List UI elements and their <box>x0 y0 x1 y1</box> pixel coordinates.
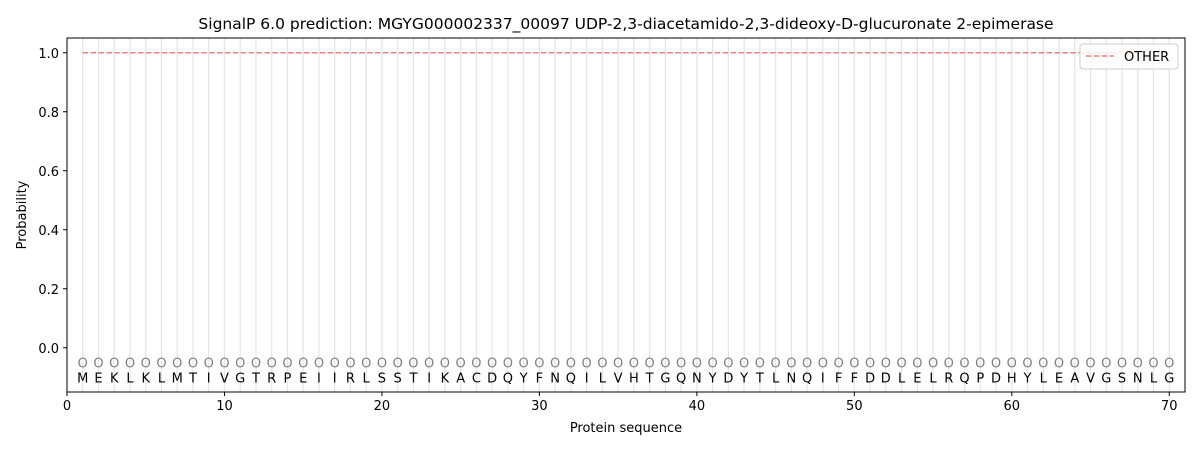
residue-27: D <box>487 371 497 386</box>
residue-55: L <box>929 371 937 386</box>
residue-58: P <box>976 371 984 386</box>
residue-62: L <box>1040 371 1048 386</box>
residue-47: Q <box>802 371 812 386</box>
chart-title: SignalP 6.0 prediction: MGYG000002337_00… <box>198 15 1053 34</box>
residue-25: A <box>456 371 465 386</box>
y-tick-label-3: 0.6 <box>38 165 59 180</box>
residue-41: Y <box>708 371 717 386</box>
x-tick-label-50: 50 <box>846 399 863 414</box>
residue-42: D <box>723 371 733 386</box>
residue-6: L <box>158 371 166 386</box>
residue-26: C <box>472 371 481 386</box>
residue-13: R <box>267 371 276 386</box>
y-tick-label-0: 0.0 <box>38 342 59 357</box>
residue-37: T <box>645 371 654 386</box>
x-tick-label-40: 40 <box>689 399 706 414</box>
legend-box <box>1079 43 1179 70</box>
x-tick-label-60: 60 <box>1004 399 1021 414</box>
residue-39: Q <box>676 371 686 386</box>
residue-33: I <box>585 371 589 386</box>
residue-48: I <box>821 371 825 386</box>
residue-59: D <box>991 371 1001 386</box>
residue-9: I <box>207 371 211 386</box>
residue-14: P <box>284 371 292 386</box>
x-axis-label: Protein sequence <box>570 421 682 436</box>
residue-40: N <box>692 371 702 386</box>
residue-35: V <box>614 371 623 386</box>
y-tick-label-1: 0.2 <box>38 283 59 298</box>
residue-15: E <box>299 371 307 386</box>
y-tick-label-5: 1.0 <box>38 47 59 62</box>
residue-5: K <box>141 371 150 386</box>
x-tick-label-20: 20 <box>374 399 391 414</box>
grid-lines <box>82 38 1170 392</box>
residue-45: L <box>772 371 780 386</box>
residue-54: E <box>913 371 921 386</box>
legend: OTHER <box>1079 43 1179 70</box>
residue-52: D <box>881 371 891 386</box>
residue-1: M <box>77 371 88 386</box>
residue-10: V <box>220 371 229 386</box>
residue-18: R <box>346 371 355 386</box>
x-tick-label-70: 70 <box>1161 399 1178 414</box>
y-tick-label-4: 0.8 <box>38 106 59 121</box>
residue-29: Y <box>519 371 528 386</box>
residue-44: T <box>755 371 764 386</box>
residue-51: D <box>865 371 875 386</box>
residue-23: I <box>427 371 431 386</box>
residue-61: Y <box>1023 371 1032 386</box>
residue-67: S <box>1118 371 1126 386</box>
residue-63: E <box>1055 371 1063 386</box>
residue-7: M <box>172 371 183 386</box>
residue-36: H <box>629 371 639 386</box>
residue-31: N <box>550 371 560 386</box>
residue-32: Q <box>566 371 576 386</box>
residue-22: T <box>408 371 417 386</box>
x-tick-label-30: 30 <box>531 399 548 414</box>
residue-53: L <box>898 371 906 386</box>
residue-17: I <box>333 371 337 386</box>
residue-21: S <box>394 371 402 386</box>
residue-66: G <box>1101 371 1111 386</box>
residue-69: L <box>1150 371 1158 386</box>
residue-49: F <box>835 371 842 386</box>
x-tick-label-0: 0 <box>63 399 71 414</box>
residue-8: T <box>188 371 197 386</box>
residue-56: R <box>944 371 953 386</box>
residue-4: L <box>126 371 134 386</box>
residue-16: I <box>317 371 321 386</box>
residue-20: S <box>378 371 386 386</box>
residue-57: Q <box>959 371 969 386</box>
residue-28: Q <box>503 371 513 386</box>
residue-68: N <box>1133 371 1143 386</box>
residue-50: F <box>851 371 858 386</box>
residue-12: T <box>251 371 260 386</box>
residue-64: A <box>1070 371 1079 386</box>
x-tick-label-10: 10 <box>216 399 233 414</box>
y-axis-label: Probability <box>15 180 30 249</box>
residue-46: N <box>786 371 796 386</box>
legend-label-other: OTHER <box>1124 50 1169 65</box>
residue-70: G <box>1164 371 1174 386</box>
y-tick-label-2: 0.4 <box>38 224 59 239</box>
predicted-labels: OOOOOOOOOOOOOOOOOOOOOOOOOOOOOOOOOOOOOOOO… <box>78 357 1175 372</box>
residue-43: Y <box>739 371 748 386</box>
residue-60: H <box>1007 371 1017 386</box>
residue-19: L <box>363 371 371 386</box>
residue-2: E <box>94 371 102 386</box>
residue-34: L <box>599 371 607 386</box>
residue-30: F <box>536 371 543 386</box>
y-axis-ticks: 0.0 0.2 0.4 0.6 0.8 1.0 <box>38 47 67 357</box>
residue-38: G <box>660 371 670 386</box>
x-axis-ticks: 0 10 20 30 40 50 60 70 <box>63 392 1178 414</box>
plot-frame <box>66 37 1186 393</box>
residue-11: G <box>235 371 245 386</box>
residue-24: K <box>441 371 450 386</box>
residue-3: K <box>110 371 119 386</box>
residue-65: V <box>1086 371 1095 386</box>
